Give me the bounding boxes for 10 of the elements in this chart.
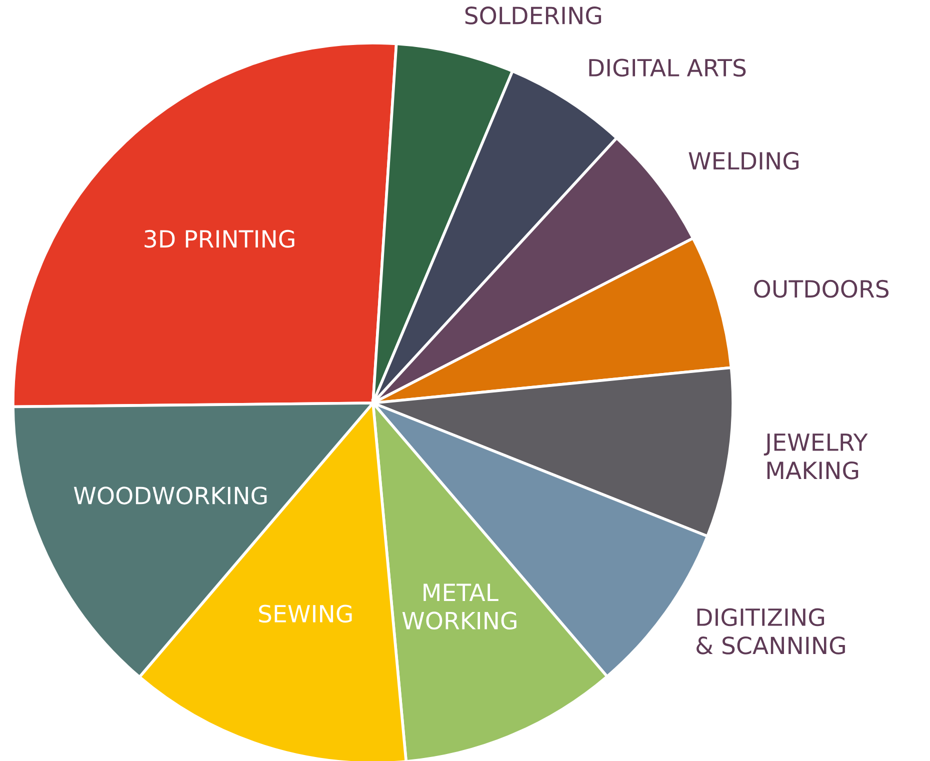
slice-label: SEWING [259, 604, 352, 623]
slice-label: WOODWORKING [74, 486, 267, 504]
slice-label: DIGITIZING & SCANNING [696, 608, 845, 654]
slice-label: OUTDOORS [754, 280, 889, 298]
slice-label: WELDING [688, 152, 799, 170]
slice-label: DIGITAL ARTS [589, 58, 746, 77]
slice-label: METAL WORKING [402, 584, 516, 630]
slice-label: 3D PRINTING [144, 230, 294, 248]
slice-label: SOLDERING [465, 6, 602, 24]
slice-label: JEWELRY MAKING [764, 434, 868, 480]
